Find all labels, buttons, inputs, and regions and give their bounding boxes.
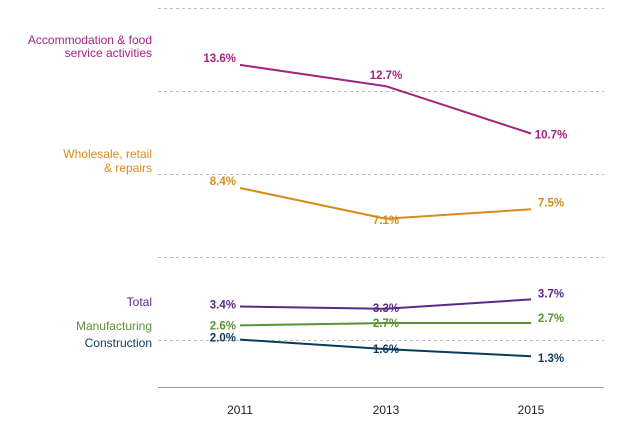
- series-line-construction: [239, 338, 532, 358]
- data-label-accommodation: 10.7%: [535, 130, 568, 142]
- series-line-wholesale: [239, 187, 532, 220]
- data-label-wholesale: 7.1%: [373, 215, 399, 227]
- x-tick-label: 2011: [227, 403, 253, 417]
- data-label-accommodation: 13.6%: [203, 53, 236, 65]
- series-name-wholesale: Wholesale, retail: [63, 147, 152, 161]
- x-axis-ticks: 2011 2013 2015: [227, 403, 545, 417]
- series-name-manufacturing: Manufacturing: [76, 319, 152, 333]
- series-name-wholesale: & repairs: [104, 161, 152, 175]
- series-line-accommodation: [239, 63, 532, 135]
- data-label-wholesale: 7.5%: [538, 197, 564, 209]
- series-line-manufacturing: [239, 322, 531, 327]
- series-name-total: Total: [127, 295, 152, 309]
- data-labels: 13.6% 12.7% 10.7% 8.4% 7.1% 7.5% 3.4% 3.3% 3.7% 2…: [203, 53, 567, 365]
- series-lines: [239, 63, 532, 358]
- data-label-construction: 2.0%: [210, 333, 236, 345]
- data-label-total: 3.7%: [538, 288, 564, 300]
- data-label-manufacturing: 2.7%: [538, 313, 564, 325]
- data-label-total: 3.3%: [373, 303, 399, 315]
- data-label-manufacturing: 2.7%: [373, 318, 399, 330]
- data-label-construction: 1.3%: [538, 353, 564, 365]
- gridlines: [158, 8, 604, 341]
- data-label-manufacturing: 2.6%: [210, 320, 236, 332]
- data-label-wholesale: 8.4%: [210, 176, 236, 188]
- x-tick-label: 2015: [518, 403, 545, 417]
- series-name-accommodation: service activities: [65, 46, 152, 60]
- series-name-accommodation: Accommodation & food: [28, 33, 152, 47]
- x-tick-label: 2013: [373, 403, 400, 417]
- series-line-total: [239, 298, 532, 310]
- series-name-construction: Construction: [85, 336, 152, 350]
- data-label-accommodation: 12.7%: [370, 70, 403, 82]
- data-label-total: 3.4%: [210, 300, 236, 312]
- data-label-construction: 1.6%: [373, 344, 399, 356]
